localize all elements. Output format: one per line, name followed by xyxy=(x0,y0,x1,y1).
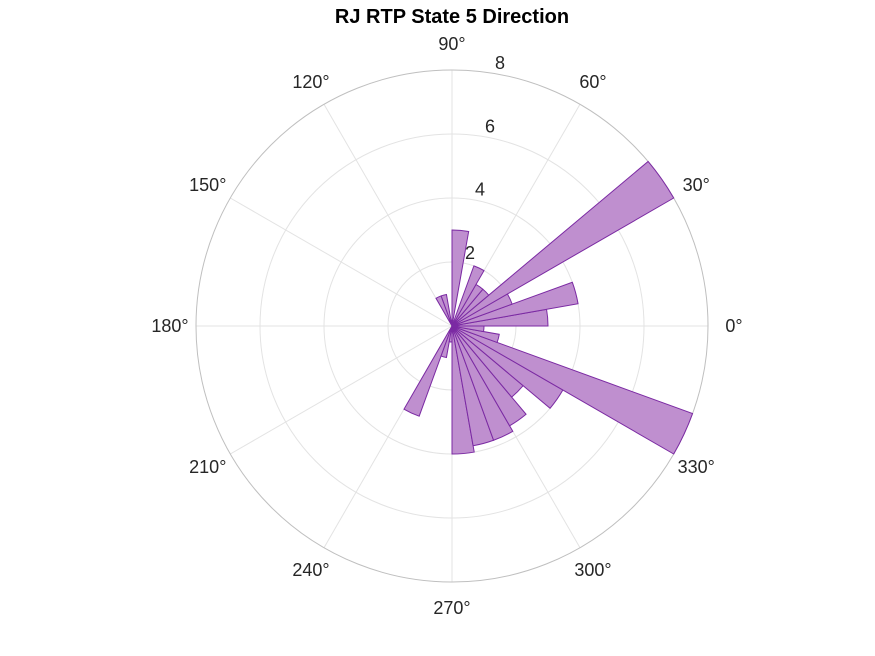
chart-title: RJ RTP State 5 Direction xyxy=(334,6,570,28)
angle-tick-label: 240° xyxy=(292,560,329,580)
angle-tick-label: 180° xyxy=(151,316,188,336)
radial-gridline xyxy=(259,133,645,519)
histogram-bar xyxy=(451,325,527,427)
angle-tick-label: 30° xyxy=(683,175,710,195)
histogram-bar xyxy=(451,325,485,333)
angle-tick-label: 120° xyxy=(292,72,329,92)
radial-tick-label: 6 xyxy=(485,116,495,136)
angle-tick-label: 90° xyxy=(438,34,465,54)
angle-tick-label: 0° xyxy=(725,316,742,336)
histogram-bar xyxy=(451,265,485,327)
histogram-bar xyxy=(451,325,500,344)
angle-tick-label: 150° xyxy=(189,175,226,195)
histogram-bar xyxy=(435,295,453,327)
radial-tick-label: 8 xyxy=(495,53,505,73)
angle-tick-label: 270° xyxy=(433,598,470,618)
histogram-bar xyxy=(451,160,675,327)
histogram-bar xyxy=(451,229,470,327)
angle-tick-label: 330° xyxy=(678,457,715,477)
histogram-bar xyxy=(403,325,453,417)
angle-tick-label: 210° xyxy=(189,457,226,477)
histogram-bar xyxy=(451,325,694,455)
angle-tick-label: 60° xyxy=(579,72,606,92)
histogram-bars xyxy=(403,160,694,455)
outer-axis-circle xyxy=(195,69,709,583)
radial-tick-label: 4 xyxy=(475,180,485,200)
histogram-bar xyxy=(451,325,514,441)
radial-tick-label: 2 xyxy=(465,243,475,263)
histogram-bar xyxy=(440,325,453,359)
angle-tick-label: 300° xyxy=(574,560,611,580)
axis-labels: 0° 30° 60° 90° 120° 150° 180° 210° 240° 270° 300° 3… xyxy=(151,34,742,618)
